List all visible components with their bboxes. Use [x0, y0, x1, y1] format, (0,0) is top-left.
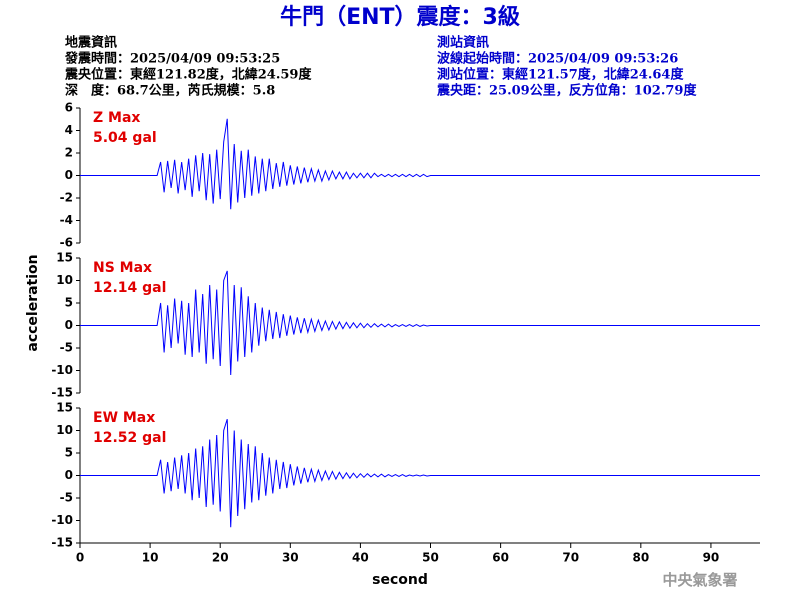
y-tick-label: 6: [65, 101, 73, 115]
max-annotation: 12.52 gal: [93, 430, 166, 446]
x-tick-label: 80: [632, 551, 649, 565]
x-tick-label: 60: [492, 551, 509, 565]
max-annotation: 5.04 gal: [93, 130, 157, 146]
x-tick-label: 10: [142, 551, 159, 565]
waveform: [80, 419, 760, 528]
y-tick-label: 0: [65, 168, 73, 182]
y-tick-label: -4: [60, 213, 73, 227]
footer: 中央氣象署: [662, 571, 737, 589]
earthquake-info: 地震資訊: [65, 35, 117, 51]
waveform: [80, 270, 760, 376]
earthquake-info: 深 度：68.7公里，芮氏規模：5.8: [65, 83, 275, 99]
x-axis-label: second: [372, 572, 428, 588]
x-tick-label: 0: [76, 551, 84, 565]
y-tick-label: -10: [51, 363, 73, 377]
y-tick-label: 2: [65, 146, 73, 160]
y-tick-label: 0: [65, 318, 73, 332]
max-annotation: 12.14 gal: [93, 280, 166, 296]
x-tick-label: 90: [703, 551, 720, 565]
x-tick-label: 40: [352, 551, 369, 565]
max-annotation: Z Max: [93, 110, 140, 126]
y-tick-label: 0: [65, 468, 73, 482]
station-info: 測站位置：東經121.57度，北緯24.64度: [437, 67, 684, 83]
chart-title: 牛門（ENT）震度：3級: [280, 4, 520, 30]
station-info: 波線起始時間：2025/04/09 09:53:26: [437, 51, 678, 67]
y-tick-label: 5: [65, 296, 73, 310]
x-tick-label: 50: [422, 551, 439, 565]
max-annotation: NS Max: [93, 260, 152, 276]
y-tick-label: 5: [65, 446, 73, 460]
y-tick-label: 15: [56, 401, 73, 415]
y-axis-label: acceleration: [25, 254, 41, 351]
station-info: 震央距：25.09公里，反方位角：102.79度: [436, 83, 697, 99]
y-tick-label: -2: [60, 191, 73, 205]
earthquake-info: 震央位置：東經121.82度，北緯24.59度: [64, 67, 312, 83]
x-tick-label: 30: [282, 551, 299, 565]
y-tick-label: 10: [56, 423, 73, 437]
y-tick-label: -6: [60, 236, 73, 250]
y-tick-label: 4: [65, 123, 73, 137]
y-tick-label: -5: [60, 491, 73, 505]
y-tick-label: -10: [51, 513, 73, 527]
x-tick-label: 70: [562, 551, 579, 565]
earthquake-info: 發震時間：2025/04/09 09:53:25: [64, 51, 280, 67]
y-tick-label: 10: [56, 273, 73, 287]
y-tick-label: -15: [51, 386, 73, 400]
max-annotation: EW Max: [93, 410, 155, 426]
y-tick-label: 15: [56, 251, 73, 265]
y-tick-label: -15: [51, 536, 73, 550]
waveform: [80, 118, 760, 210]
station-info: 測站資訊: [437, 35, 489, 51]
y-tick-label: -5: [60, 341, 73, 355]
x-tick-label: 20: [212, 551, 229, 565]
